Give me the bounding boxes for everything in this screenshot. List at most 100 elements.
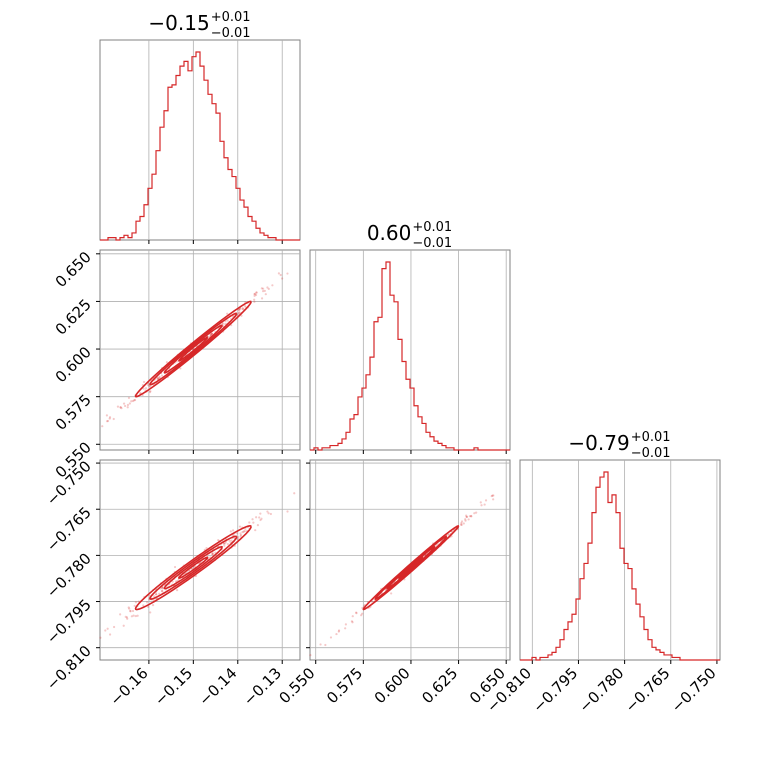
- scatter-point: [222, 542, 226, 545]
- y-tick-label: −0.795: [43, 596, 95, 648]
- scatter-point: [253, 294, 256, 298]
- histogram-bin: [208, 94, 212, 240]
- scatter-point: [241, 307, 244, 310]
- panel-frame: [99, 249, 301, 451]
- scatter-point: [130, 615, 133, 618]
- scatter-point: [319, 643, 322, 646]
- scatter-point: [355, 611, 358, 614]
- scatter-point: [142, 380, 146, 384]
- histogram-bin: [398, 339, 402, 450]
- density-contour: [163, 545, 223, 590]
- scatter-point: [255, 291, 258, 294]
- scatter-point: [108, 633, 112, 636]
- scatter-point: [127, 606, 130, 609]
- scatter-point: [156, 377, 159, 380]
- histogram-bin: [624, 563, 628, 660]
- histogram-bin: [216, 113, 220, 240]
- scatter-point: [155, 593, 158, 596]
- scatter-point: [470, 514, 473, 518]
- scatter-point: [239, 533, 243, 537]
- histogram-panel-2: −0.810−0.795−0.780−0.765−0.750−0.79 +0.01…: [483, 430, 721, 716]
- histogram-bin: [346, 432, 350, 450]
- title-lower-error: −0.01: [211, 26, 251, 41]
- scatter-point: [238, 525, 242, 528]
- histogram-bin: [140, 217, 144, 241]
- histogram-bin: [366, 375, 370, 450]
- scatter-point: [120, 407, 123, 410]
- title-value: 0.60: [367, 221, 412, 245]
- scatter-point: [355, 612, 358, 615]
- scatter-point: [271, 284, 274, 287]
- y-tick-label: 0.600: [52, 343, 95, 386]
- scatter-point: [230, 539, 233, 542]
- histogram-bin: [342, 439, 346, 450]
- scatter-point: [226, 319, 229, 322]
- scatter-point: [465, 515, 468, 518]
- x-tick-label: 0.550: [275, 664, 318, 707]
- scatter-point: [171, 580, 174, 583]
- y-tick-label: 0.625: [52, 296, 95, 339]
- scatter-point: [242, 530, 245, 533]
- scatter-point: [351, 621, 354, 624]
- scatter-point: [248, 521, 251, 524]
- scatter-point: [263, 289, 266, 292]
- x-tick-label: −0.795: [529, 664, 581, 716]
- scatter-point: [160, 586, 164, 589]
- scatter-point: [464, 518, 467, 521]
- scatter-point: [210, 332, 213, 335]
- scatter-point: [390, 592, 393, 595]
- scatter-point: [324, 643, 327, 647]
- scatter-point: [165, 361, 168, 364]
- scatter-point: [281, 277, 284, 280]
- scatter-point: [241, 308, 244, 311]
- histogram-bin: [418, 417, 422, 450]
- histogram-bin: [148, 188, 152, 240]
- x-tick-label: −0.750: [668, 664, 720, 716]
- histogram-bin: [330, 446, 334, 450]
- y-tick-label: −0.780: [43, 549, 95, 601]
- histogram-bin: [212, 104, 216, 240]
- scatter-point: [259, 512, 262, 515]
- scatter-point: [211, 552, 214, 556]
- scatter-panel-1-2: 0.550 0.575 0.600 0.625 0.650: [275, 459, 511, 707]
- scatter-point: [235, 532, 239, 535]
- density-contour: [134, 525, 252, 611]
- scatter-point: [351, 615, 354, 618]
- density-contour: [374, 535, 448, 600]
- scatter-point: [136, 614, 139, 617]
- histogram-bin: [180, 66, 184, 240]
- scatter-point: [329, 636, 333, 639]
- scatter-point: [134, 614, 137, 618]
- scatter-point: [460, 520, 464, 523]
- histogram-bin: [220, 141, 224, 240]
- scatter-point: [151, 603, 155, 607]
- scatter-point: [209, 333, 213, 337]
- scatter-point: [211, 553, 214, 556]
- histogram-bin: [168, 87, 172, 240]
- scatter-point: [127, 396, 131, 400]
- x-tick-label: −0.765: [622, 664, 674, 716]
- panel-title-0: −0.15: [148, 11, 209, 35]
- scatter-point: [344, 623, 347, 626]
- histogram-bin: [394, 302, 398, 450]
- scatter-point: [128, 402, 131, 405]
- scatter-point: [335, 632, 338, 636]
- scatter-point: [112, 625, 116, 629]
- scatter-point: [116, 405, 120, 408]
- title-upper-error: +0.01: [412, 220, 452, 235]
- scatter-point: [134, 601, 138, 604]
- scatter-point: [256, 523, 260, 527]
- title-value: −0.15: [148, 11, 209, 35]
- histogram-bin: [196, 52, 200, 240]
- histogram-bin: [192, 57, 196, 240]
- x-tick-label: −0.14: [195, 664, 240, 709]
- histogram-step-line: [310, 261, 510, 451]
- histogram-bin: [176, 76, 180, 241]
- scatter-point: [238, 309, 241, 312]
- scatter-point: [131, 399, 135, 403]
- histogram-bin: [386, 262, 390, 450]
- scatter-point: [142, 387, 145, 390]
- scatter-point: [132, 614, 135, 617]
- title-lower-error: −0.01: [412, 236, 452, 251]
- x-tick-label: −0.15: [151, 664, 196, 709]
